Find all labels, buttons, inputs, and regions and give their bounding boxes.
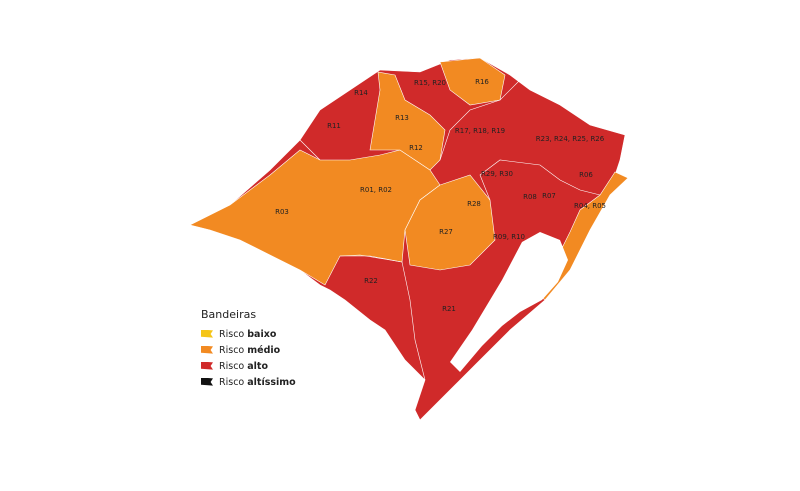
legend: Bandeiras Risco baixo Risco médio Risco alto R… (201, 308, 296, 390)
region-label: R09, R10 (493, 233, 525, 241)
region-label: R13 (395, 114, 409, 122)
region-label: R17, R18, R19 (455, 127, 505, 135)
legend-item-altissimo: Risco altíssimo (201, 374, 296, 390)
region-label: R07 (542, 192, 556, 200)
legend-item-alto: Risco alto (201, 358, 296, 374)
region-label: R15, R20 (414, 79, 446, 87)
region-label: R22 (364, 277, 378, 285)
region-label: R06 (579, 171, 593, 179)
legend-prefix: Risco (219, 328, 245, 340)
region-label: R16 (475, 78, 489, 86)
region-borders (299, 139, 321, 161)
legend-level: médio (247, 344, 281, 356)
region-r12-r13 (369, 71, 446, 171)
border-lines-4 (339, 254, 403, 263)
flag-icon (201, 329, 213, 338)
region-label: R27 (439, 228, 453, 236)
legend-level: altíssimo (247, 376, 296, 388)
legend-level: baixo (247, 328, 277, 340)
region-label: R14 (354, 89, 368, 97)
region-label: R08 (523, 193, 537, 201)
legend-prefix: Risco (219, 376, 245, 388)
legend-level: alto (247, 360, 268, 372)
region-label: R11 (327, 122, 341, 130)
region-label: R23, R24, R25, R26 (536, 135, 605, 143)
region-label: R21 (442, 305, 456, 313)
legend-title: Bandeiras (201, 308, 257, 321)
region-label: R12 (409, 144, 423, 152)
lagoon (450, 232, 568, 372)
border-lines (439, 79, 521, 161)
region-r27-r28 (404, 174, 496, 271)
flag-icon (201, 361, 213, 370)
region-label: R29, R30 (481, 170, 513, 178)
border-lines-2 (479, 159, 601, 201)
flag-icon (201, 377, 213, 386)
region-label: R28 (467, 200, 481, 208)
legend-item-medio: Risco médio (201, 342, 296, 358)
legend-prefix: Risco (219, 344, 245, 356)
region-label: R03 (275, 208, 289, 216)
flag-icon (201, 345, 213, 354)
legend-item-baixo: Risco baixo (201, 326, 296, 342)
region-label: R01, R02 (360, 186, 392, 194)
region-label: R04, R05 (574, 202, 606, 210)
legend-prefix: Risco (219, 360, 245, 372)
border-lines-3 (401, 261, 426, 381)
